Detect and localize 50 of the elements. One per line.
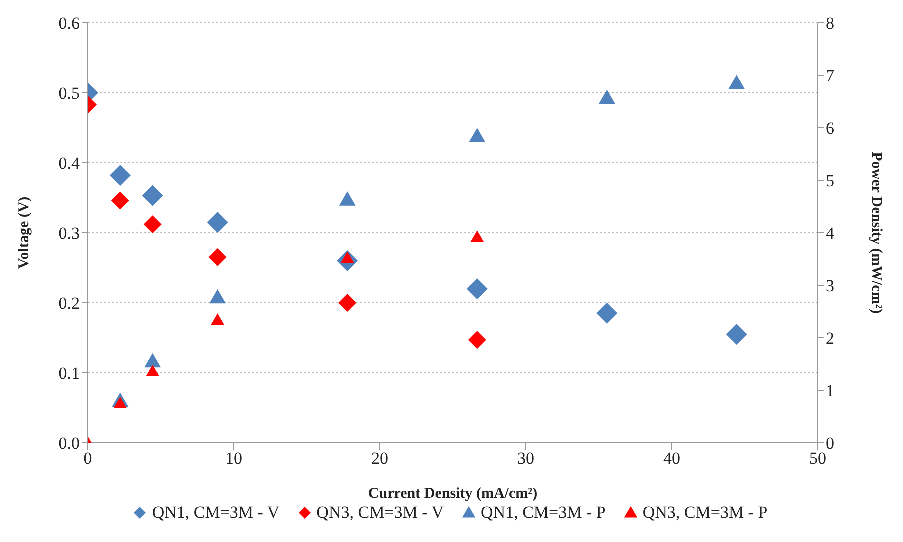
point: [469, 128, 486, 142]
x-tick-label: 40: [664, 449, 680, 468]
point: [110, 165, 131, 186]
point: [468, 331, 486, 350]
y-axis-title: Voltage (V): [16, 196, 32, 270]
y2-tick-label: 7: [826, 66, 835, 86]
x-tick-label: 10: [226, 449, 242, 468]
point: [211, 314, 224, 325]
x-tick-label: 30: [518, 449, 534, 468]
y-tick-label: 0.5: [58, 84, 80, 104]
x-tick-label: 50: [810, 449, 826, 468]
point: [728, 75, 746, 90]
point: [210, 289, 226, 304]
y2-tick-label: 8: [826, 14, 834, 34]
point: [111, 192, 130, 210]
point: [470, 230, 484, 242]
y2-tick-label: 6: [826, 119, 834, 138]
point: [208, 248, 227, 266]
y2-tick-label: 0: [826, 434, 834, 454]
y2-tick-label: 4: [826, 224, 835, 244]
point: [144, 353, 162, 368]
y2-tick-label: 2: [826, 329, 834, 348]
y-tick-label: 0.6: [58, 14, 80, 34]
point: [207, 212, 228, 233]
legend-label: QN1, CM=3M - V: [152, 503, 280, 523]
x-tick-label: 20: [372, 449, 388, 468]
point: [146, 365, 160, 376]
x-tick-label: 0: [84, 449, 92, 468]
y-tick-label: 0.0: [58, 434, 80, 454]
y-tick-label: 0.4: [58, 154, 80, 174]
y-tick-label: 0.2: [58, 294, 80, 314]
point: [598, 90, 616, 104]
point: [596, 303, 618, 324]
point: [338, 294, 357, 312]
legend-label: QN1, CM=3M - P: [481, 503, 606, 523]
y2-tick-label: 5: [826, 172, 834, 191]
point: [142, 185, 164, 206]
legend-label: QN3, CM=3M - P: [642, 503, 768, 523]
y2-tick-label: 1: [826, 382, 834, 401]
point: [114, 397, 128, 408]
y2-axis-title: Power Density (mW/cm²): [868, 152, 885, 314]
point: [466, 278, 488, 300]
point: [339, 192, 356, 206]
y2-tick-label: 3: [826, 276, 834, 296]
x-axis-title: Current Density (mA/cm²): [368, 486, 538, 502]
point: [726, 324, 748, 345]
y-tick-label: 0.1: [58, 364, 80, 384]
y-tick-label: 0.3: [58, 224, 80, 244]
legend-label: QN3, CM=3M - V: [316, 503, 444, 523]
point: [144, 216, 162, 234]
